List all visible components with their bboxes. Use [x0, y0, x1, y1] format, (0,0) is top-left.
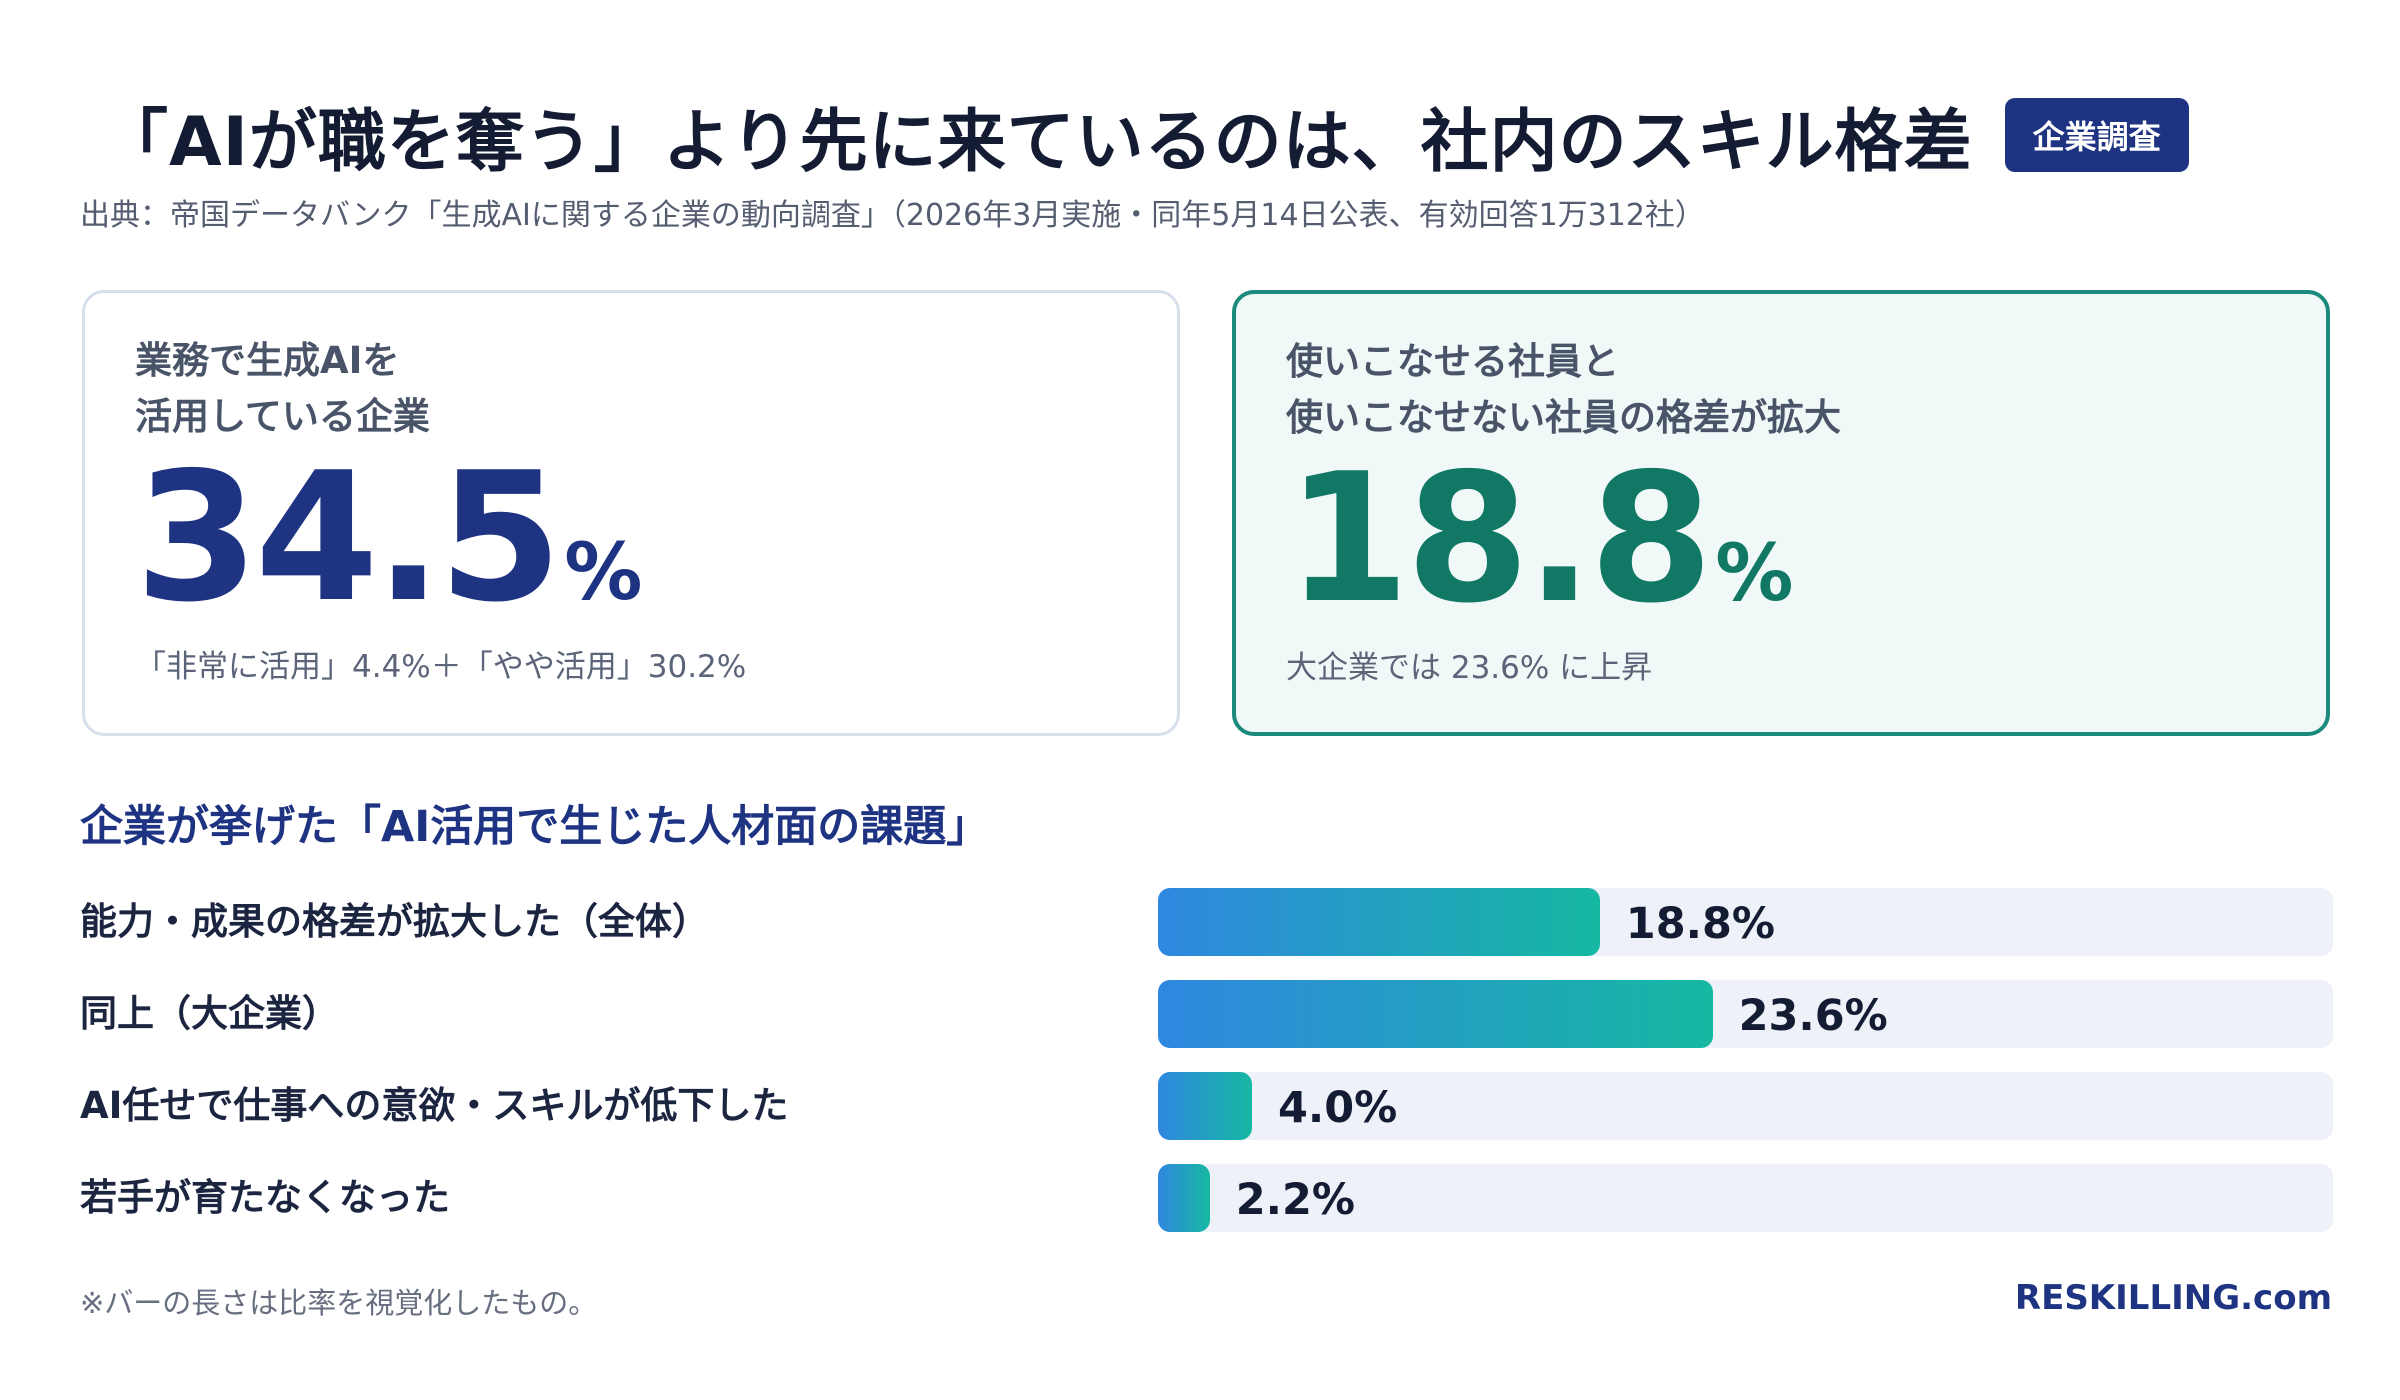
- category-badge: 企業調査: [2004, 98, 2189, 172]
- bar-value-label: 4.0%: [1278, 1083, 1398, 1133]
- bar: [1158, 980, 1713, 1048]
- stat-card-sub: 大企業では 23.6% に上昇: [1286, 650, 1653, 686]
- stat-card-label-line1: 業務で生成AIを: [135, 339, 400, 382]
- page-title: 「AIが職を奪う」より先に来ているのは、社内のスキル格差: [100, 102, 1973, 182]
- bar-category-label: 同上（大企業）: [80, 992, 339, 1035]
- stat-card-label-line1: 使いこなせる社員と: [1286, 340, 1619, 383]
- bar-track: 23.6%: [1158, 980, 2333, 1048]
- bar: [1158, 1072, 1252, 1140]
- source-citation: 出典：帝国データバンク「生成AIに関する企業の動向調査」（2026年3月実施・同…: [80, 198, 1705, 233]
- bar-value-label: 18.8%: [1625, 899, 1775, 949]
- bar-track: 2.2%: [1158, 1164, 2333, 1232]
- stat-card-value: 18.8%: [1286, 444, 1793, 669]
- stat-value-number: 18.8: [1286, 435, 1713, 642]
- stat-card-value: 34.5%: [135, 443, 642, 668]
- footnote: ※バーの長さは比率を視覚化したもの。: [80, 1286, 598, 1320]
- bar-value-label: 23.6%: [1738, 991, 1888, 1041]
- bar-track: 4.0%: [1158, 1072, 2333, 1140]
- bar-category-label: 能力・成果の格差が拡大した（全体）: [80, 900, 709, 943]
- stat-card-ai-usage: 業務で生成AIを 活用している企業 34.5% 「非常に活用」4.4%＋「やや活…: [82, 290, 1180, 736]
- bar-value-label: 2.2%: [1235, 1175, 1355, 1225]
- stat-card-label: 使いこなせる社員と 使いこなせない社員の格差が拡大: [1286, 334, 1841, 446]
- bar-category-label: 若手が育たなくなった: [80, 1176, 450, 1219]
- stat-card-label: 業務で生成AIを 活用している企業: [135, 333, 430, 445]
- bar: [1158, 1164, 1210, 1232]
- bar-row: AI任せで仕事への意欲・スキルが低下した 4.0%: [80, 1072, 2333, 1140]
- stat-value-unit: %: [1715, 529, 1794, 619]
- bar-row: 若手が育たなくなった 2.2%: [80, 1164, 2333, 1232]
- brand-logo-text: RESKILLING.com: [2014, 1278, 2332, 1318]
- title-row: 「AIが職を奪う」より先に来ているのは、社内のスキル格差 企業調査: [100, 80, 2189, 190]
- stat-value-number: 34.5: [135, 434, 562, 641]
- stat-value-unit: %: [564, 528, 643, 618]
- chart-title: 企業が挙げた「AI活用で生じた人材面の課題」: [80, 802, 990, 852]
- stat-card-skill-gap: 使いこなせる社員と 使いこなせない社員の格差が拡大 18.8% 大企業では 23…: [1232, 290, 2330, 736]
- stat-card-label-line2: 活用している企業: [135, 395, 430, 438]
- bar-track: 18.8%: [1158, 888, 2333, 956]
- bar-row: 能力・成果の格差が拡大した（全体） 18.8%: [80, 888, 2333, 956]
- bar-category-label: AI任せで仕事への意欲・スキルが低下した: [80, 1084, 789, 1127]
- bar: [1158, 888, 1600, 956]
- bar-row: 同上（大企業） 23.6%: [80, 980, 2333, 1048]
- stat-card-label-line2: 使いこなせない社員の格差が拡大: [1286, 396, 1841, 439]
- stat-card-sub: 「非常に活用」4.4%＋「やや活用」30.2%: [135, 649, 747, 685]
